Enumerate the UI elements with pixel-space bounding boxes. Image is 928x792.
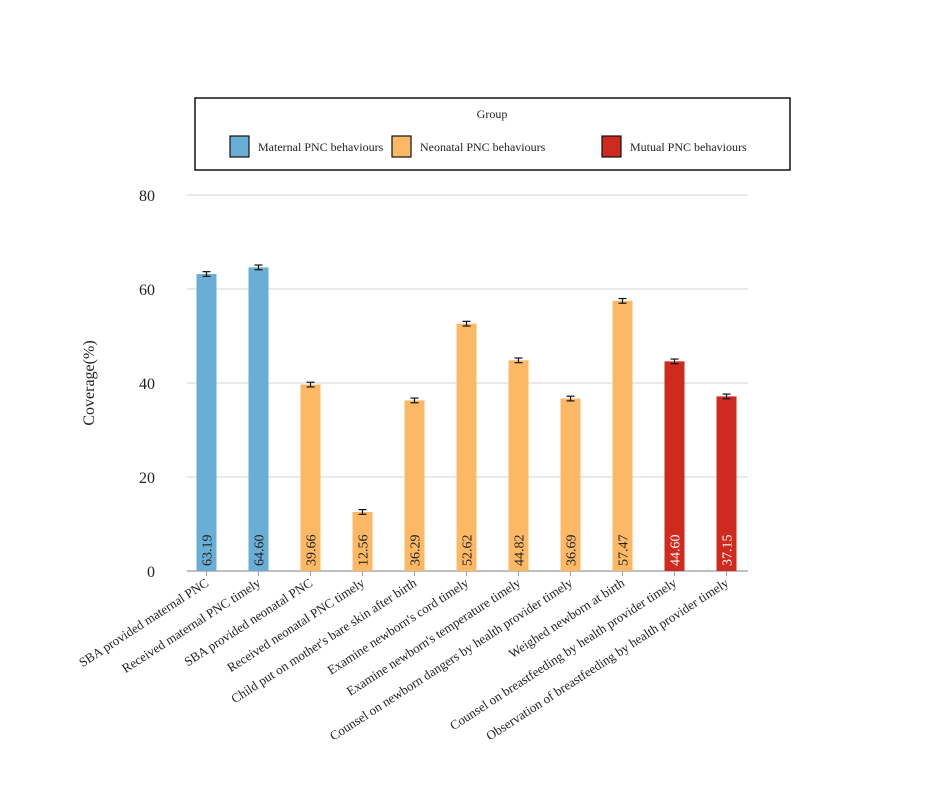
y-tick-label: 80: [139, 188, 155, 205]
legend-label: Mutual PNC behaviours: [630, 140, 747, 154]
y-tick-label: 20: [139, 470, 155, 487]
bar: [612, 300, 633, 571]
bar: [352, 511, 373, 571]
legend: Group Maternal PNC behaviours Neonatal PN…: [194, 97, 791, 171]
data-label: 36.69: [565, 535, 580, 567]
error-bar: [566, 395, 575, 402]
bar: [508, 360, 529, 571]
legend-box: [194, 97, 791, 171]
legend-title: Group: [477, 107, 508, 121]
error-bar: [306, 381, 315, 388]
data-label: 36.29: [409, 535, 424, 567]
bar: [456, 323, 477, 571]
error-bar: [202, 271, 211, 277]
data-label: 52.62: [461, 535, 476, 567]
data-label: 44.82: [513, 535, 528, 567]
data-label: 64.60: [253, 535, 268, 567]
error-bar: [670, 358, 679, 365]
bar: [248, 267, 269, 571]
error-bar: [514, 357, 523, 364]
bar: [404, 400, 425, 571]
bar: [300, 384, 321, 571]
bar: [664, 361, 685, 571]
legend-swatch: [601, 135, 622, 158]
data-label: 63.19: [201, 535, 216, 567]
bar: [560, 398, 581, 571]
y-tick-label: 0: [147, 564, 155, 581]
error-bar: [722, 393, 731, 400]
error-bar: [618, 297, 627, 304]
error-bar: [462, 320, 471, 327]
bar: [196, 274, 217, 571]
error-bar: [410, 397, 419, 404]
data-label: 57.47: [617, 535, 632, 567]
data-label: 37.15: [721, 535, 736, 567]
data-label: 39.66: [305, 535, 320, 567]
legend-label: Neonatal PNC behaviours: [420, 140, 546, 154]
legend-swatch: [391, 135, 412, 158]
bar: [716, 396, 737, 571]
y-tick-label: 60: [139, 282, 155, 299]
y-axis-label: Coverage(%): [81, 340, 98, 425]
error-bar: [358, 509, 367, 515]
data-label: 12.56: [357, 535, 372, 567]
y-tick-label: 40: [139, 376, 155, 393]
legend-swatch: [229, 135, 250, 158]
legend-label: Maternal PNC behaviours: [258, 140, 384, 154]
data-label: 44.60: [669, 535, 684, 567]
error-bar: [254, 264, 263, 271]
